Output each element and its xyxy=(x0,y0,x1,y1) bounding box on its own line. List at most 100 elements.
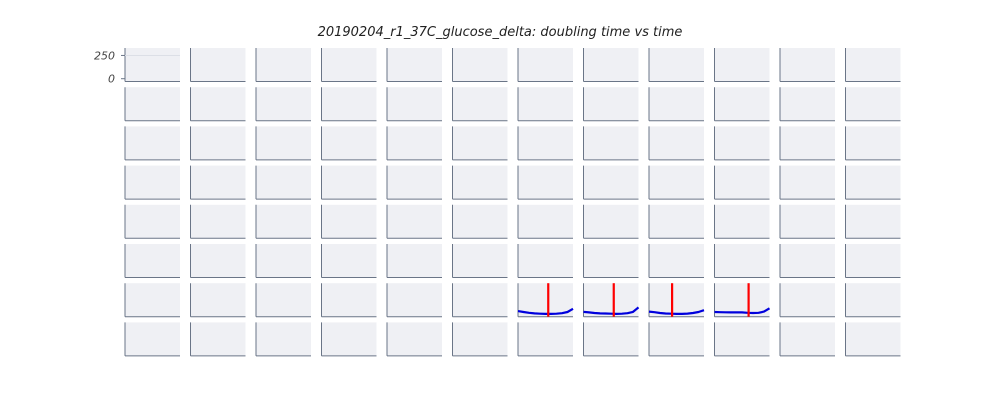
panel-background xyxy=(649,48,704,82)
panel-background xyxy=(125,126,180,160)
panel-r5-c4 xyxy=(321,204,377,239)
panel-background xyxy=(780,244,835,278)
panel-background xyxy=(125,283,180,317)
panel-background xyxy=(387,283,442,317)
panel-r8-c4 xyxy=(321,322,377,357)
panel-background xyxy=(518,165,573,200)
panel-r8-c2 xyxy=(190,322,246,357)
panel-background xyxy=(845,126,901,160)
panel-background xyxy=(125,204,180,239)
panel-r7-c12 xyxy=(845,283,901,318)
panel-background xyxy=(649,165,704,200)
panel-background xyxy=(714,322,770,356)
panel-r8-c9 xyxy=(648,322,704,357)
panel-background xyxy=(518,126,573,160)
panel-r2-c1 xyxy=(124,87,180,122)
panel-r1-c12 xyxy=(845,48,901,82)
panel-background xyxy=(452,165,508,200)
series-line-row7-col10 xyxy=(714,307,771,315)
panel-background xyxy=(649,126,704,160)
panel-background xyxy=(780,126,835,160)
panel-r5-c5 xyxy=(386,204,442,239)
panel-background xyxy=(452,204,508,239)
panel-background xyxy=(583,87,639,121)
series-line-row7-col8 xyxy=(583,306,640,315)
panel-r5-c2 xyxy=(190,204,246,239)
panel-background xyxy=(583,244,639,278)
panel-background xyxy=(190,244,246,278)
panel-background xyxy=(518,87,573,121)
panel-background xyxy=(387,87,442,121)
panel-r2-c7 xyxy=(517,87,573,122)
panel-background xyxy=(714,283,770,317)
panel-background xyxy=(321,204,377,239)
panel-background xyxy=(452,87,508,121)
panel-background xyxy=(845,204,901,239)
panel-background xyxy=(125,322,180,356)
panel-background xyxy=(190,165,246,200)
panel-background xyxy=(714,87,770,121)
panel-background xyxy=(190,322,246,356)
panel-background xyxy=(518,204,573,239)
panel-r3-c6 xyxy=(452,126,508,161)
panel-background xyxy=(256,322,311,356)
panel-background xyxy=(780,204,835,239)
panel-r3-c3 xyxy=(255,126,311,161)
panel-background xyxy=(321,283,377,317)
panel-background xyxy=(518,283,573,317)
panel-r3-c1 xyxy=(124,126,180,161)
panel-r6-c11 xyxy=(779,244,835,278)
panel-background xyxy=(387,244,442,278)
panel-background xyxy=(845,283,901,317)
panel-background xyxy=(256,48,311,82)
panel-background xyxy=(256,126,311,160)
panel-r3-c2 xyxy=(190,126,246,161)
panel-background xyxy=(256,244,311,278)
panel-background xyxy=(387,48,442,82)
panel-background xyxy=(583,204,639,239)
series-line-row7-col9 xyxy=(648,309,705,315)
panel-r3-c5 xyxy=(386,126,442,161)
panel-r3-c4 xyxy=(321,126,377,161)
panel-r2-c9 xyxy=(648,87,704,122)
panel-r4-c12 xyxy=(845,165,901,200)
panel-r4-c7 xyxy=(517,165,573,200)
panel-r6-c10 xyxy=(714,244,770,278)
panel-r5-c7 xyxy=(517,204,573,239)
panel-background xyxy=(845,87,901,121)
panel-r7-c8 xyxy=(583,283,639,318)
panel-r4-c6 xyxy=(452,165,508,200)
panel-r2-c12 xyxy=(845,87,901,122)
panel-r1-c9 xyxy=(648,48,704,82)
panel-r1-c8 xyxy=(583,48,639,82)
panel-r6-c5 xyxy=(386,244,442,278)
panel-background xyxy=(256,283,311,317)
panel-r8-c10 xyxy=(714,322,770,357)
panel-background xyxy=(452,126,508,160)
panel-r1-c3 xyxy=(255,48,311,82)
panel-r1-c10 xyxy=(714,48,770,82)
panel-r4-c1 xyxy=(124,165,180,200)
y-tick-label: 250 xyxy=(94,49,115,62)
panel-r8-c3 xyxy=(255,322,311,357)
panel-background xyxy=(256,204,311,239)
panel-background xyxy=(387,165,442,200)
panel-r4-c5 xyxy=(386,165,442,200)
panel-r6-c1 xyxy=(124,244,180,278)
panel-background xyxy=(714,48,770,82)
panel-r8-c8 xyxy=(583,322,639,357)
panel-r4-c9 xyxy=(648,165,704,200)
panel-background xyxy=(321,48,377,82)
panel-r1-c5 xyxy=(386,48,442,82)
panel-r1-c4 xyxy=(321,48,377,82)
panel-r5-c12 xyxy=(845,204,901,239)
panel-background xyxy=(649,244,704,278)
panel-background xyxy=(321,244,377,278)
panel-r1-c11 xyxy=(779,48,835,82)
panel-r6-c9 xyxy=(648,244,704,278)
panel-r2-c11 xyxy=(779,87,835,122)
panel-r6-c2 xyxy=(190,244,246,278)
panel-r7-c6 xyxy=(452,283,508,318)
panel-background xyxy=(190,48,246,82)
